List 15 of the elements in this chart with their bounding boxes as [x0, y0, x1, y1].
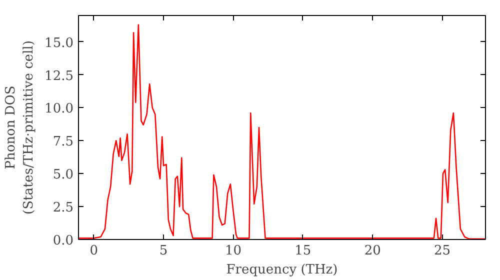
x-axis-title: Frequency (THz): [226, 262, 338, 278]
x-tick-label: 20: [364, 244, 381, 258]
y-tick-label: 0.0: [52, 234, 74, 248]
x-tick-label: 5: [159, 244, 168, 258]
x-tick-label: 10: [224, 244, 242, 258]
y-axis-title: Phonon DOS (States/THz·primitive cell): [4, 40, 37, 214]
x-tick-label: 15: [294, 244, 312, 258]
y-tick-label: 10.0: [44, 102, 74, 117]
y-tick-label: 5.0: [52, 168, 74, 183]
y-tick-label: 2.5: [52, 200, 74, 216]
y-tick-label: 15.0: [44, 36, 74, 51]
y-tick-label: 7.5: [52, 134, 74, 150]
x-tick-label: 25: [434, 244, 451, 258]
x-tick-label: 0: [90, 244, 98, 258]
y-tick-label: 12.5: [44, 68, 74, 84]
